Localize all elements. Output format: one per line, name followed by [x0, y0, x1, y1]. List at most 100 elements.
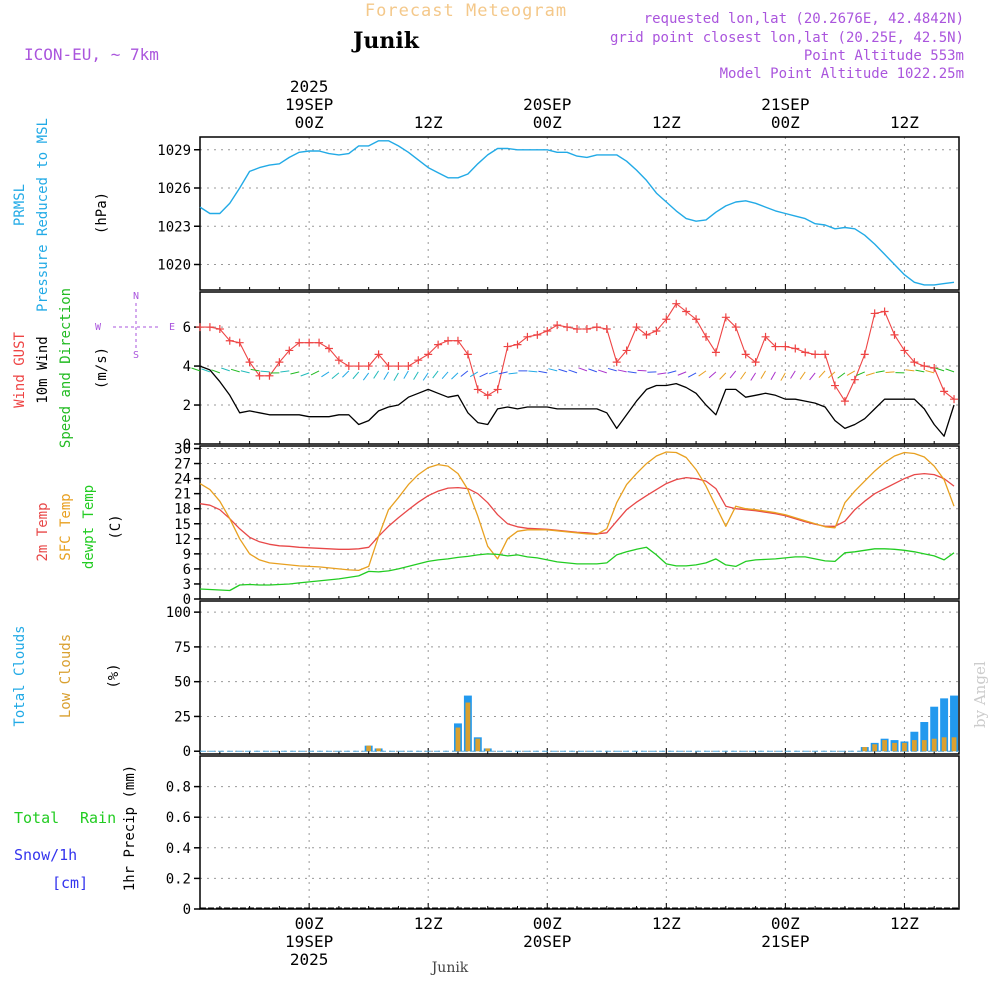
bottom-time-labels-label: 21SEP — [761, 932, 809, 951]
wind-gust-marker — [414, 356, 423, 365]
wind-direction-arrow — [240, 370, 250, 374]
wind-gust-marker — [682, 307, 691, 316]
pressure-ytick-label: 1026 — [157, 181, 191, 197]
wind-gust-marker — [265, 371, 274, 380]
wind-direction-arrow — [915, 369, 925, 373]
pressure-panel: 1020 1023 1026 1029 — [157, 136, 960, 291]
temp-dewpt-line — [199, 546, 955, 592]
wind-direction-arrow — [300, 372, 310, 377]
wind-gust-marker — [830, 381, 839, 390]
wind-direction-arrow — [617, 369, 627, 373]
wind-direction-arrow — [432, 370, 439, 379]
footer-location: Junik — [430, 960, 469, 976]
top-time-labels-label: 12Z — [890, 113, 919, 132]
wind-direction-arrow — [310, 370, 320, 376]
wind-direction-arrow — [837, 372, 846, 379]
wind-direction-label: Speed and Direction — [58, 288, 74, 448]
wind-direction-arrow — [598, 369, 607, 374]
wind-gust-marker — [543, 326, 552, 335]
wind-direction-arrow — [403, 370, 409, 379]
top-time-labels-label: 00Z — [771, 113, 800, 132]
wind-direction-arrow — [790, 370, 796, 379]
pressure-unit-label: (hPa) — [94, 192, 110, 234]
wind-direction-arrow — [488, 370, 498, 375]
temperature-ytick-label: 0 — [183, 592, 191, 608]
wind-direction-arrow — [201, 368, 211, 373]
wind-gust-marker — [950, 395, 959, 404]
snow-unit-label: [cm] — [52, 874, 88, 892]
low-clouds-bar — [941, 737, 947, 752]
wind-gust-marker — [523, 332, 532, 341]
wind-direction-arrow — [760, 370, 766, 379]
wind-direction-arrow — [568, 369, 578, 374]
wind-gust-marker — [374, 350, 383, 359]
temperature-ytick-label: 6 — [183, 562, 191, 578]
wind-gust-marker — [344, 362, 353, 371]
wind-gust-marker — [602, 325, 611, 334]
wind-gust-marker — [295, 338, 304, 347]
total-clouds-bar — [950, 695, 959, 752]
total-rain-label-rain: Rain — [80, 809, 116, 827]
wind-gust-marker — [642, 330, 651, 339]
wind-gust-marker — [275, 358, 284, 367]
clouds-ytick-label: 0 — [183, 744, 191, 760]
wind-direction-arrow — [708, 371, 717, 379]
temp-dewpt-label: dewpt Temp — [81, 485, 97, 569]
wind-gust-marker — [364, 362, 373, 371]
top-time-labels-label: 20SEP — [523, 95, 571, 114]
chart-title: Forecast Meteogram — [365, 1, 567, 21]
wind-gust-marker — [791, 344, 800, 353]
wind-gust-marker — [721, 313, 730, 322]
wind-gust-marker — [205, 323, 214, 332]
wind-direction-arrow — [538, 370, 548, 374]
bottom-time-labels-label: 12Z — [414, 914, 443, 933]
pressure-ytick-label: 1020 — [157, 258, 191, 274]
grid-point-location: grid point closest lon,lat (20.25E, 42.5… — [610, 30, 964, 46]
wind-gust-marker — [473, 385, 482, 394]
low-clouds-bar — [911, 740, 917, 752]
low-clouds-bar — [882, 740, 887, 752]
wind-direction-arrow — [469, 371, 479, 378]
bottom-time-labels-label: 19SEP — [285, 932, 333, 951]
credit-watermark: by Angel — [971, 661, 989, 728]
top-time-labels-label: 19SEP — [285, 95, 333, 114]
low-clouds-bar — [366, 745, 372, 752]
wind-direction-arrow — [607, 367, 617, 372]
clouds-ytick-label: 100 — [166, 605, 191, 621]
bottom-time-labels-label: 00Z — [295, 914, 324, 933]
wind-gust-marker — [632, 323, 641, 332]
wind-direction-arrow — [383, 371, 389, 380]
top-time-labels-label: 00Z — [295, 113, 324, 132]
low-clouds-bar — [376, 748, 381, 752]
wind-gust-marker — [255, 371, 264, 380]
top-time-labels-label: 21SEP — [761, 95, 809, 114]
precip-ytick-label: 0.4 — [166, 841, 191, 857]
wind-direction-arrow — [740, 371, 747, 380]
wind-direction-arrow — [211, 369, 221, 374]
precip-ytick-label: 0 — [183, 902, 191, 918]
wind-gust-marker — [315, 338, 324, 347]
point-altitude: Point Altitude 553m — [804, 48, 964, 64]
wind-ytick-label: 2 — [183, 398, 191, 414]
temperature-ytick-label: 21 — [174, 487, 191, 503]
pressure-label-prmsl: PRMSL — [12, 184, 28, 226]
wind-gust-marker — [453, 336, 462, 345]
precip-unit-label: 1hr Precip (mm) — [122, 765, 138, 891]
wind-direction-arrow — [342, 370, 350, 378]
wind-gust-marker — [533, 330, 542, 339]
wind-gust-marker — [354, 362, 363, 371]
low-clouds-bar — [872, 744, 878, 752]
wind-gust-marker — [840, 397, 849, 406]
temp-2m-label: 2m Temp — [35, 502, 51, 561]
wind-gust-marker — [692, 315, 701, 324]
bottom-time-labels-label: 12Z — [652, 914, 681, 933]
wind-direction-arrow — [818, 370, 826, 378]
wind-gust-marker — [801, 348, 810, 357]
temp-unit-label: (C) — [108, 514, 124, 539]
pressure-frame — [199, 136, 960, 291]
model-point-altitude: Model Point Altitude 1022.25m — [720, 66, 964, 82]
wind-gust-marker — [215, 325, 224, 334]
temperature-ytick-label: 18 — [174, 502, 191, 518]
temperature-ytick-label: 15 — [174, 517, 191, 533]
